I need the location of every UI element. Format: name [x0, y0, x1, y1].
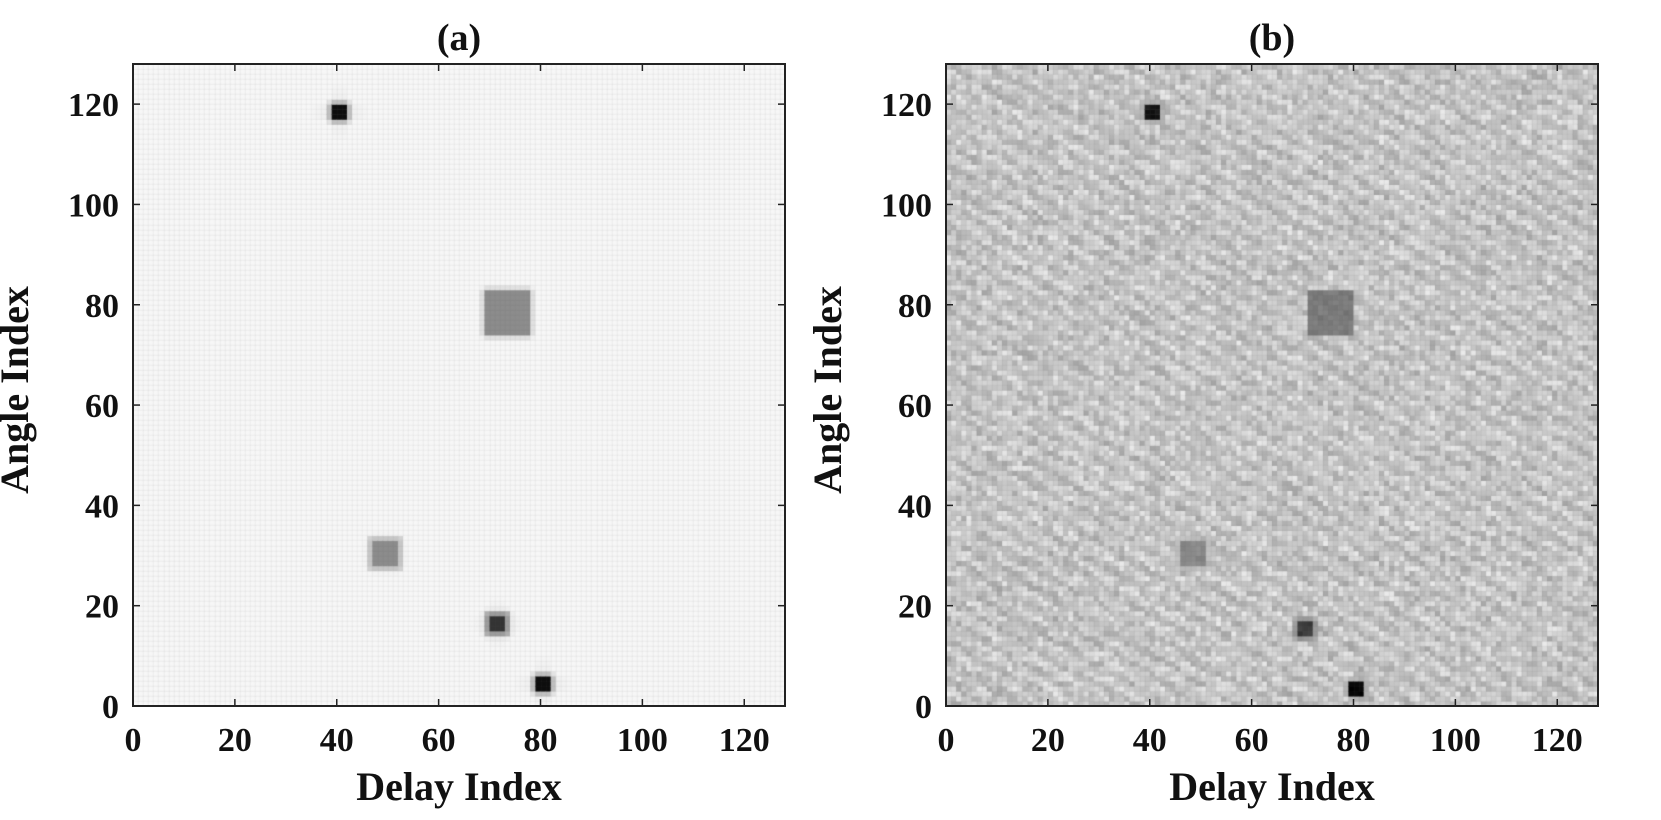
panel-a: 0 20 40 60 80 100 120 0 20 40 60 80 100 120 (a) Delay I… — [0, 17, 786, 809]
y-axis-label-b: Angle Index — [805, 286, 850, 494]
y-tick-label-b-3: 60 — [898, 388, 932, 425]
y-tick-label-a-1: 20 — [85, 589, 119, 626]
x-axis-label-a: Delay Index — [356, 764, 562, 809]
y-tick-label-b-4: 80 — [898, 288, 932, 325]
panel-b: 0 20 40 60 80 100 120 0 20 40 60 80 100 120 (b) Delay I… — [805, 17, 1599, 809]
y-axis-label-a: Angle Index — [0, 286, 37, 494]
y-tick-label-a-3: 60 — [85, 388, 119, 425]
axes-frame-b — [945, 63, 1599, 707]
heatmap-image-a — [133, 64, 785, 706]
x-tick-label-b-1: 20 — [1031, 722, 1065, 759]
y-tick-label-b-6: 120 — [881, 87, 932, 124]
y-tick-label-b-0: 0 — [915, 689, 932, 726]
x-tick-label-b-0: 0 — [938, 722, 955, 759]
y-tick-label-a-6: 120 — [68, 87, 119, 124]
x-tick-label-a-5: 100 — [617, 722, 668, 759]
axes-frame-a — [132, 63, 786, 707]
x-tick-label-b-6: 120 — [1532, 722, 1583, 759]
y-tick-label-b-5: 100 — [881, 187, 932, 224]
x-tick-label-a-4: 80 — [524, 722, 558, 759]
panel-title-a: (a) — [437, 17, 481, 59]
y-tick-label-b-2: 40 — [898, 488, 932, 525]
x-axis-label-b: Delay Index — [1169, 764, 1375, 809]
x-tick-label-a-6: 120 — [719, 722, 770, 759]
x-tick-label-a-3: 60 — [422, 722, 456, 759]
x-tick-label-a-2: 40 — [320, 722, 354, 759]
y-tick-label-b-1: 20 — [898, 589, 932, 626]
y-tick-label-a-4: 80 — [85, 288, 119, 325]
y-tick-label-a-2: 40 — [85, 488, 119, 525]
x-tick-label-a-1: 20 — [218, 722, 252, 759]
x-tick-label-b-4: 80 — [1337, 722, 1371, 759]
heatmap-image-b — [946, 64, 1598, 706]
x-tick-label-a-0: 0 — [125, 722, 142, 759]
panel-title-b: (b) — [1249, 17, 1295, 59]
x-tick-label-b-5: 100 — [1430, 722, 1481, 759]
x-tick-label-b-2: 40 — [1133, 722, 1167, 759]
y-tick-label-a-5: 100 — [68, 187, 119, 224]
x-tick-label-b-3: 60 — [1235, 722, 1269, 759]
y-tick-label-a-0: 0 — [102, 689, 119, 726]
